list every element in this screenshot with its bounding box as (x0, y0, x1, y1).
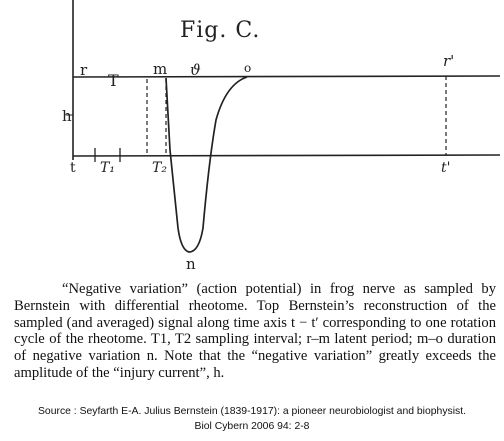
label-n: n (186, 255, 196, 273)
label-r-prime: r' (443, 52, 454, 70)
caption-text: “Negative variation” (action potential) … (14, 281, 496, 381)
label-v: ϑ (190, 61, 201, 79)
label-t: t (70, 160, 76, 176)
source-citation: Source : Seyfarth E-A. Julius Bernstein … (0, 404, 504, 434)
source-line-2: Biol Cybern 2006 94: 2-8 (194, 421, 310, 432)
time-axis-bottom (72, 154, 501, 157)
label-r: r (80, 61, 88, 79)
label-T2: T₂ (152, 160, 167, 176)
figure-title: Fig. C. (180, 18, 260, 43)
label-T: T (108, 71, 119, 90)
label-o: o (244, 61, 251, 75)
label-h: h (62, 107, 72, 125)
baseline-top (72, 75, 501, 78)
source-line-1: Source : Seyfarth E-A. Julius Bernstein … (38, 406, 466, 417)
bernstein-figure: Fig. C. r T m ϑ o r' h t T₁ T₂ t' n (62, 0, 501, 273)
negative-variation-curve (165, 76, 248, 253)
label-m: m (153, 60, 167, 78)
figure-caption: “Negative variation” (action potential) … (14, 281, 496, 382)
label-T1: T₁ (100, 160, 115, 176)
label-t-prime: t' (441, 160, 450, 176)
